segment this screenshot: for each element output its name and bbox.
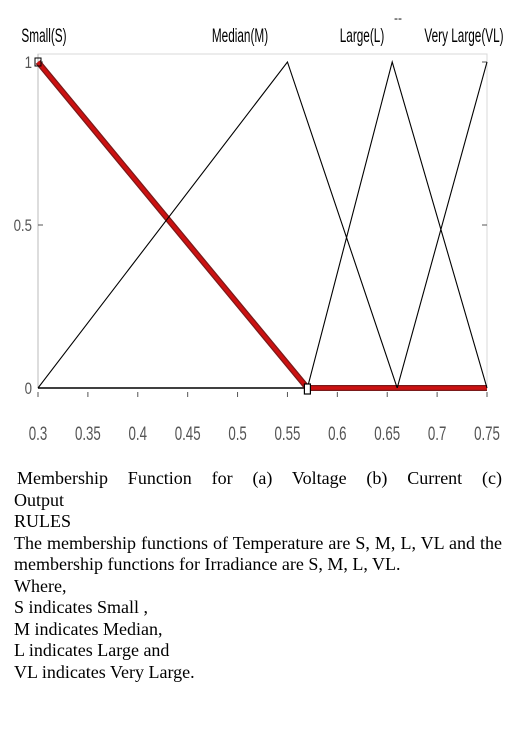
y-tick-label-2: 1 (25, 54, 32, 73)
y-tick-label-0: 0 (25, 380, 32, 399)
x-tick-label-6: 0.6 (328, 424, 346, 445)
chart-svg: 0 0.5 1 0.3 0.35 0.4 0.45 0.5 0.55 0.6 0.65 0.7 0.75… (14, 11, 504, 445)
x-tick-label-1: 0.35 (75, 424, 101, 445)
figure-caption: Membership Function for (a) Voltage (b) … (17, 468, 502, 488)
rules-paragraph: The membership functions of Temperature … (14, 532, 502, 575)
x-tick-label-3: 0.45 (175, 424, 201, 445)
x-tick-label-8: 0.7 (428, 424, 446, 445)
definition-vl: VL indicates Very Large. (14, 661, 195, 682)
series-label-3: Very Large(VL) (424, 26, 503, 46)
x-tick-label-2: 0.4 (129, 424, 147, 445)
where-label: Where, (14, 575, 67, 596)
definition-l: L indicates Large and (14, 640, 170, 660)
stray-mark: -- (394, 11, 402, 25)
x-tick-label-4: 0.5 (228, 424, 246, 445)
series-line-0 (36, 60, 487, 390)
handle-corner (303, 383, 311, 395)
series-line-3 (396, 61, 488, 389)
x-tick-label-7: 0.65 (374, 424, 400, 445)
series-label-0: Small(S) (21, 26, 66, 46)
x-tick-label-9: 0.75 (474, 424, 500, 445)
section-heading: RULES (14, 511, 72, 531)
series-label-2: Large(L) (340, 26, 385, 46)
definition-s: S indicates Small , (14, 597, 148, 617)
document-text: Membership Function for (a) Voltage (b) … (14, 468, 502, 683)
series-label-1: Median(M) (212, 26, 268, 46)
y-tick-label-1: 0.5 (14, 217, 32, 236)
figure-caption-continued: Output (14, 489, 65, 510)
series-line-2 (306, 59, 488, 389)
membership-chart: 0 0.5 1 0.3 0.35 0.4 0.45 0.5 0.55 0.6 0.65 0.7 0.75… (14, 11, 504, 445)
x-tick-label-5: 0.55 (275, 424, 301, 445)
x-tick-label-0: 0.3 (29, 424, 47, 445)
definition-m: M indicates Median, (14, 618, 163, 639)
handle-start (34, 57, 42, 67)
series-line-1 (37, 60, 398, 389)
series-line-shadow-0 (35, 60, 487, 391)
